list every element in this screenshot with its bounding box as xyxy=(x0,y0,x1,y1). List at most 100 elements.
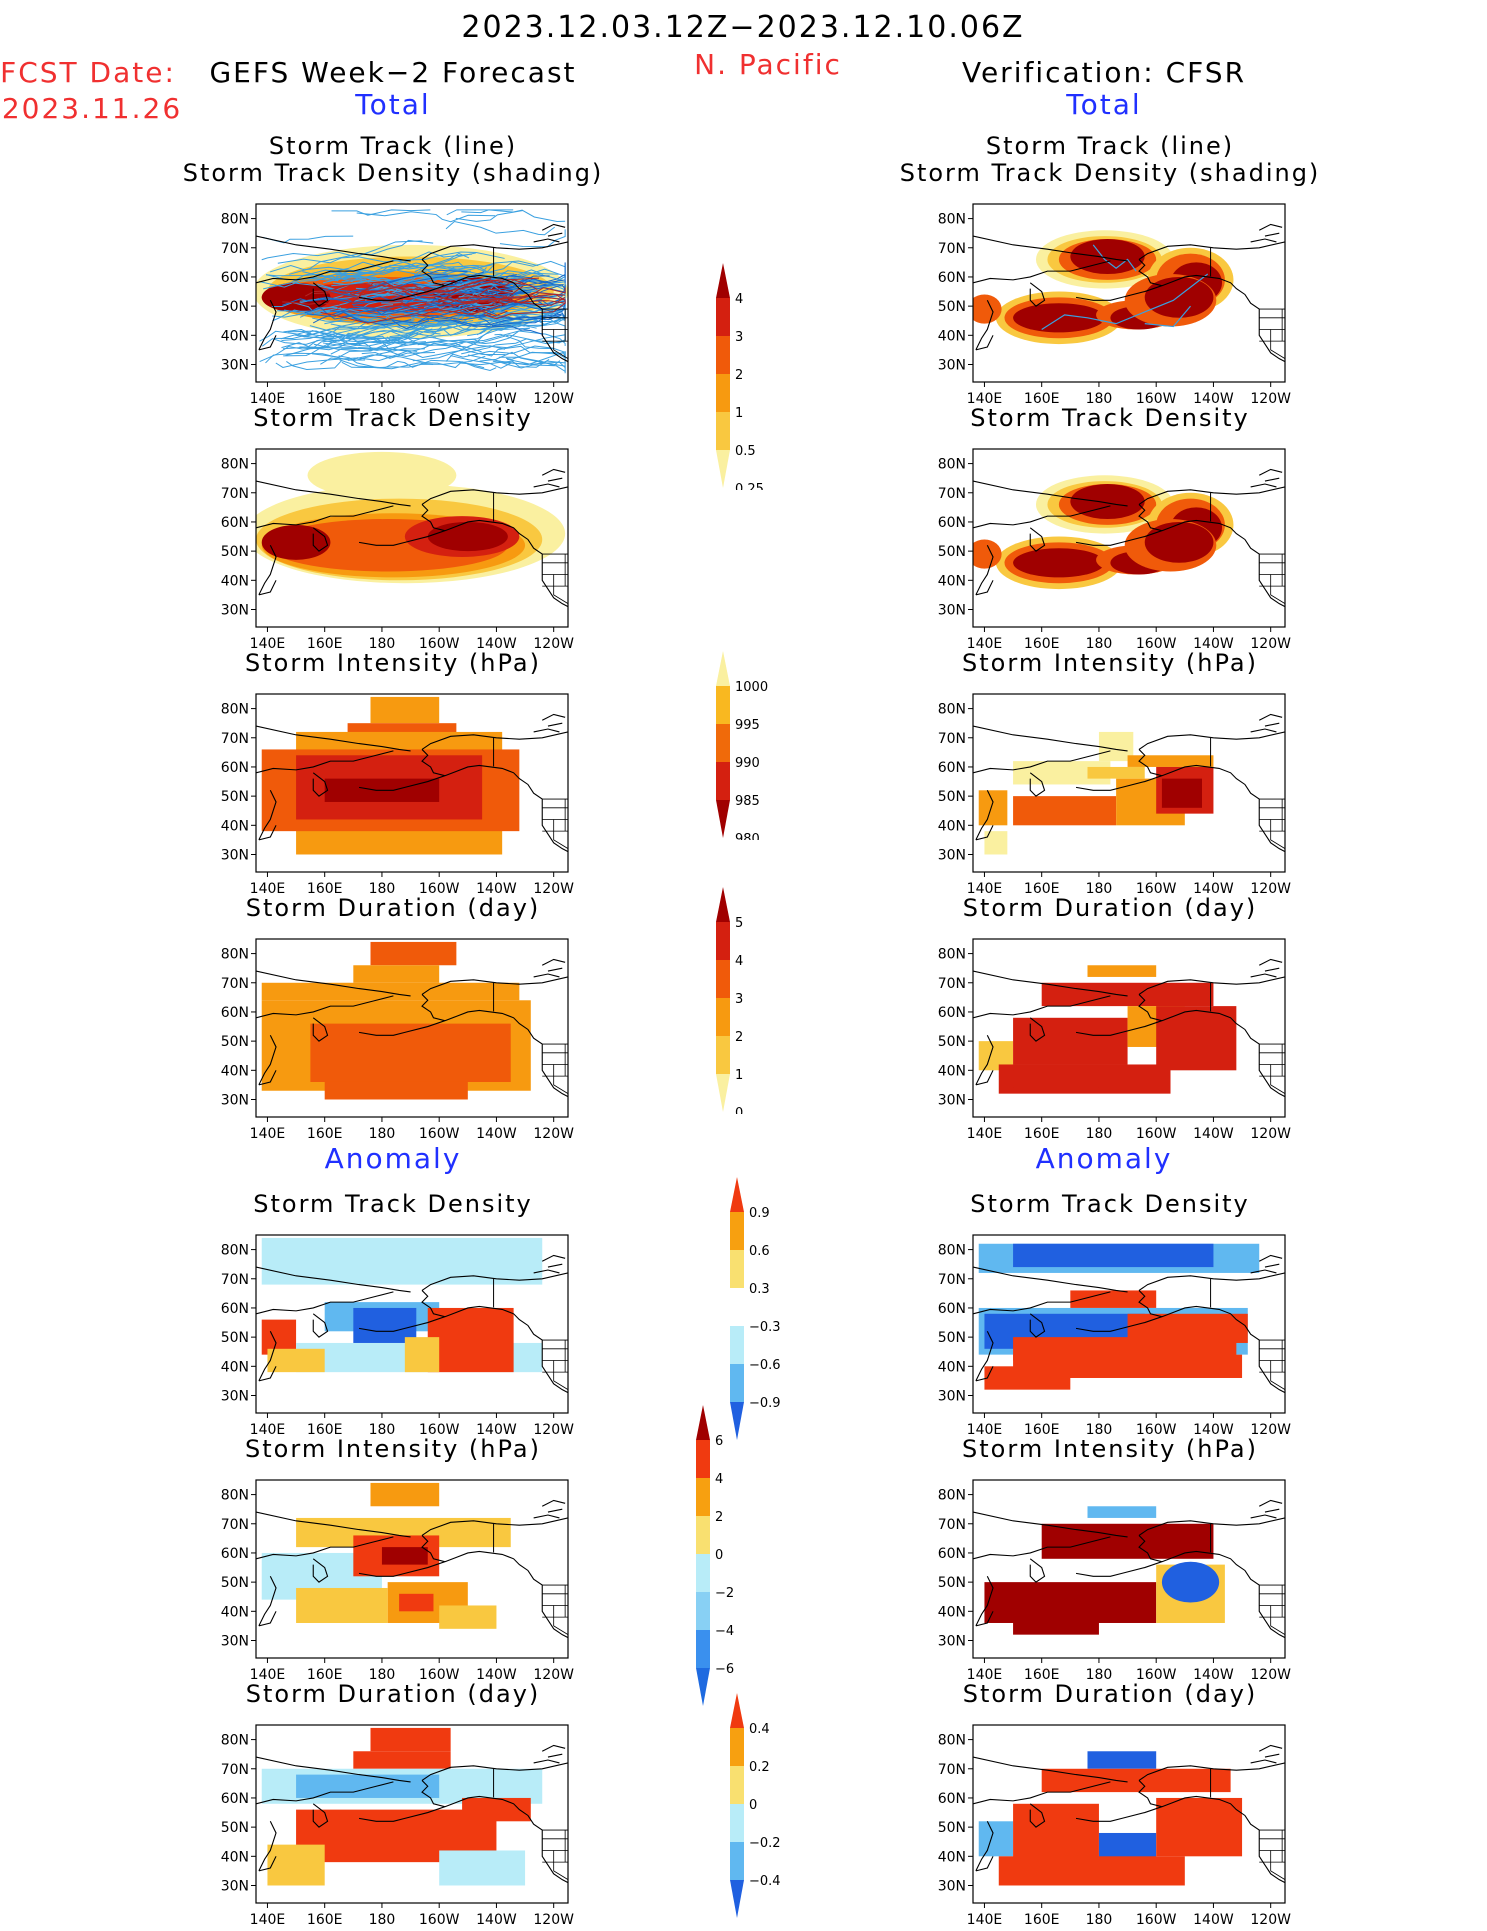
lon-label: 140E xyxy=(250,1912,286,1928)
lon-label: 160W xyxy=(1136,391,1177,407)
lat-label: 40N xyxy=(938,573,966,589)
lat-label: 40N xyxy=(221,328,249,344)
lon-label: 140W xyxy=(1193,1667,1234,1683)
lat-label: 70N xyxy=(938,731,966,747)
colorbar-total-intensity: 1000 995 990 985 980 xyxy=(716,650,786,847)
lat-label: 80N xyxy=(938,212,966,228)
colorbar-cap xyxy=(716,651,730,686)
colorbar-label: 6 xyxy=(715,1434,723,1449)
map-total-duration-right: 80N 70N 60N 50N 40N 30N 140E 160E 180 160W 140W 120… xyxy=(930,935,1295,1145)
colorbar-label: −0.2 xyxy=(749,1836,781,1851)
lat-label: 30N xyxy=(938,602,966,618)
lat-label: 30N xyxy=(938,1633,966,1649)
lat-label: 40N xyxy=(221,573,249,589)
panel-title-density-left: Storm Track Density xyxy=(253,404,533,432)
colorbar-swatch xyxy=(730,1288,744,1326)
lon-label: 140W xyxy=(1193,1912,1234,1928)
lat-label: 30N xyxy=(221,357,249,373)
map-axes: 80N 70N 60N 50N 40N 30N 140E 160E 180 160W 140W 120… xyxy=(938,1479,1291,1683)
lon-label: 180 xyxy=(1086,1667,1113,1683)
colorbar-label: 0 xyxy=(735,1106,743,1114)
panel-title-duration-right: Storm Duration (day) xyxy=(962,894,1258,922)
colorbar-swatch xyxy=(730,1766,744,1804)
colorbar-swatch xyxy=(696,1592,710,1630)
map-axes: 80N 70N 60N 50N 40N 30N 140E 160E 180 160W 140W 120… xyxy=(938,1234,1291,1438)
lon-label: 180 xyxy=(1086,881,1113,897)
left-column-title: GEFS Week−2 Forecast xyxy=(209,56,577,89)
map-axes: 80N 70N 60N 50N 40N 30N 140E 160E 180 160W 140W 120… xyxy=(221,693,574,897)
lon-label: 160E xyxy=(1024,391,1060,407)
colorbar-label: 5 xyxy=(735,916,743,931)
lon-label: 160W xyxy=(419,1912,460,1928)
panel-title-track-line-right: Storm Track (line) xyxy=(985,132,1235,160)
lat-label: 60N xyxy=(221,760,249,776)
lat-label: 60N xyxy=(938,1005,966,1021)
lon-label: 180 xyxy=(369,1912,396,1928)
colorbar-swatch xyxy=(716,998,730,1036)
colorbar-label: −0.9 xyxy=(749,1396,781,1411)
colorbar-anom-intensity: 6 4 2 0 −2 −4 −6 xyxy=(696,1404,766,1712)
lat-label: 30N xyxy=(938,847,966,863)
map-axes: 80N 70N 60N 50N 40N 30N 140E 160E 180 160W 140W 120… xyxy=(938,1724,1291,1928)
lon-label: 140W xyxy=(1193,881,1234,897)
colorbar-swatch xyxy=(696,1478,710,1516)
map-axes: 80N 70N 60N 50N 40N 30N 140E 160E 180 160W 140W 120… xyxy=(221,1724,574,1928)
lon-label: 160W xyxy=(419,1422,460,1438)
colorbar-swatch xyxy=(730,1326,744,1364)
lat-label: 80N xyxy=(221,457,249,473)
lat-label: 30N xyxy=(221,847,249,863)
panel-title-density-right: Storm Track Density xyxy=(970,404,1250,432)
map-fill xyxy=(256,1725,568,1903)
left-total-label: Total xyxy=(355,88,431,121)
colorbar-swatch xyxy=(716,1036,730,1074)
lat-label: 80N xyxy=(938,1733,966,1749)
map-axes: 80N 70N 60N 50N 40N 30N 140E 160E 180 160W 140W 120… xyxy=(221,938,574,1142)
colorbar-label: −0.6 xyxy=(749,1358,781,1373)
lat-label: 40N xyxy=(221,1359,249,1375)
map-anom-intensity-right: 80N 70N 60N 50N 40N 30N 140E 160E 180 160W 140W 120… xyxy=(930,1476,1295,1686)
lon-label: 120W xyxy=(533,1422,574,1438)
lon-label: 140W xyxy=(476,1912,517,1928)
lat-label: 30N xyxy=(938,357,966,373)
lon-label: 140E xyxy=(250,1126,286,1142)
lat-label: 70N xyxy=(938,241,966,257)
colorbar-swatch xyxy=(730,1364,744,1402)
colorbar-label: 995 xyxy=(735,718,760,733)
colorbar-swatch xyxy=(716,374,730,412)
lon-label: 160E xyxy=(307,391,343,407)
colorbar-label: 990 xyxy=(735,756,760,771)
lon-label: 140W xyxy=(1193,391,1234,407)
map-total-intensity-right: 80N 70N 60N 50N 40N 30N 140E 160E 180 160W 140W 120… xyxy=(930,690,1295,900)
colorbar-cap xyxy=(716,887,730,922)
map-anom-duration-left: 80N 70N 60N 50N 40N 30N 140E 160E 180 160W 140W 120… xyxy=(213,1721,578,1931)
lat-label: 50N xyxy=(938,544,966,560)
lat-label: 80N xyxy=(938,1488,966,1504)
map-axes: 80N 70N 60N 50N 40N 30N 140E 160E 180 160W 140W 120… xyxy=(221,203,574,407)
left-anomaly-label: Anomaly xyxy=(324,1142,462,1175)
lon-label: 160W xyxy=(1136,1667,1177,1683)
colorbar-label: 1000 xyxy=(735,680,768,695)
lat-label: 60N xyxy=(221,515,249,531)
lat-label: 60N xyxy=(938,270,966,286)
map-total-duration-left: 80N 70N 60N 50N 40N 30N 140E 160E 180 160W 140W 120… xyxy=(213,935,578,1145)
lat-label: 70N xyxy=(938,486,966,502)
colorbar-cap xyxy=(730,1177,744,1212)
panel-title-anom-duration-right: Storm Duration (day) xyxy=(962,1680,1258,1708)
colorbar-label: 4 xyxy=(715,1472,723,1487)
colorbar-label: 2 xyxy=(735,1030,743,1045)
lat-label: 40N xyxy=(938,1604,966,1620)
map-fill xyxy=(973,694,1285,872)
lon-label: 160E xyxy=(1024,881,1060,897)
panel-title-track-shading-left: Storm Track Density (shading) xyxy=(182,159,604,187)
lon-label: 120W xyxy=(533,391,574,407)
lon-label: 120W xyxy=(533,1912,574,1928)
lat-label: 60N xyxy=(221,1301,249,1317)
lat-label: 50N xyxy=(221,1820,249,1836)
lon-label: 160E xyxy=(307,1422,343,1438)
colorbar-label: 1 xyxy=(735,406,743,421)
lon-label: 140E xyxy=(967,391,1003,407)
lat-label: 70N xyxy=(221,1517,249,1533)
lon-label: 160W xyxy=(1136,636,1177,652)
lat-label: 60N xyxy=(221,1791,249,1807)
lat-label: 30N xyxy=(221,1633,249,1649)
